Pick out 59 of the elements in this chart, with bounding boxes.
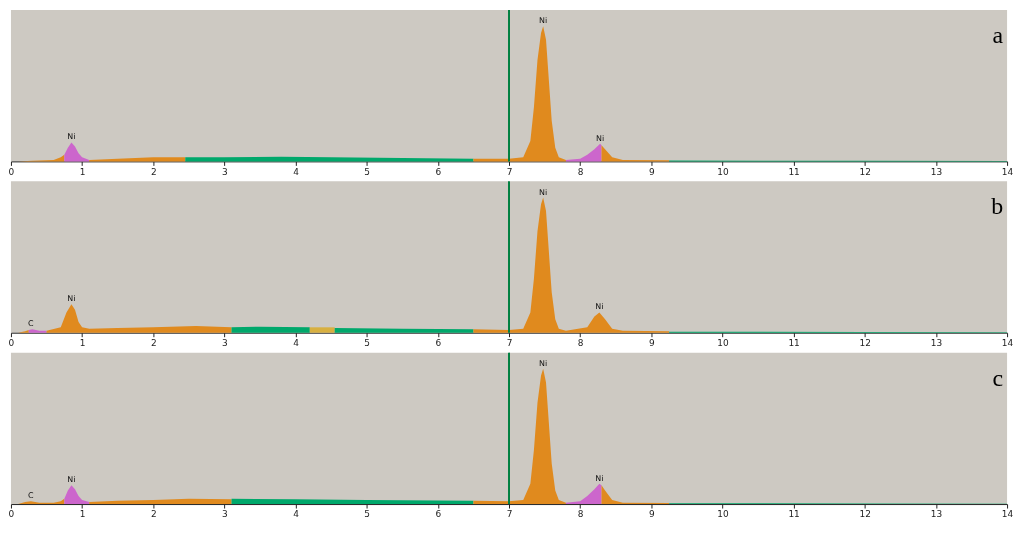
annotation: Ni <box>67 132 76 142</box>
x-tick-label: 2 <box>150 509 157 520</box>
x-tick-label: 10 <box>717 509 729 520</box>
x-tick-label: 0 <box>8 509 15 520</box>
annotation: C <box>28 491 35 501</box>
x-tick-label: 12 <box>859 509 871 520</box>
x-tick-label: 1 <box>79 166 86 177</box>
annotation: Ni <box>539 16 548 26</box>
x-tick-label: 13 <box>930 509 943 520</box>
x-tick-label: 10 <box>717 338 729 349</box>
x-tick-label: 5 <box>364 166 371 177</box>
x-tick-label: 12 <box>859 166 871 177</box>
annotation: a <box>992 21 1004 48</box>
annotation: Ni <box>595 473 604 483</box>
x-tick-label: 13 <box>930 338 943 349</box>
x-tick-label: 2 <box>150 338 157 349</box>
annotation: Ni <box>595 302 604 312</box>
x-tick-label: 5 <box>364 509 371 520</box>
x-tick-label: 4 <box>293 338 300 349</box>
x-tick-label: 0 <box>8 166 15 177</box>
x-tick-label: 6 <box>435 509 442 520</box>
annotation: b <box>991 193 1004 220</box>
x-tick-label: 2 <box>150 166 157 177</box>
x-tick-label: 6 <box>435 338 442 349</box>
annotation: c <box>992 364 1004 391</box>
x-tick-label: 8 <box>577 338 584 349</box>
x-tick-label: 9 <box>648 338 655 349</box>
x-tick-label: 11 <box>788 166 800 177</box>
x-tick-label: 3 <box>222 338 228 349</box>
x-tick-label: 3 <box>222 166 228 177</box>
x-tick-label: 10 <box>717 166 729 177</box>
annotation: Ni <box>539 187 548 197</box>
x-tick-label: 9 <box>648 509 655 520</box>
x-tick-label: 8 <box>577 509 584 520</box>
x-tick-label: 7 <box>506 338 513 349</box>
annotation: Ni <box>596 133 605 143</box>
x-tick-label: 6 <box>435 166 442 177</box>
x-tick-label: 9 <box>648 166 655 177</box>
x-tick-label: 13 <box>930 166 943 177</box>
x-tick-label: 12 <box>859 338 871 349</box>
x-tick-label: 1 <box>79 338 86 349</box>
x-tick-label: 11 <box>788 338 800 349</box>
x-tick-label: 3 <box>222 509 228 520</box>
x-tick-label: 4 <box>293 509 300 520</box>
x-tick-label: 5 <box>364 338 371 349</box>
annotation: Ni <box>67 475 76 485</box>
x-tick-label: 0 <box>8 338 15 349</box>
x-tick-label: 7 <box>506 509 513 520</box>
annotation: C <box>28 319 35 329</box>
x-tick-label: 7 <box>506 166 513 177</box>
x-tick-label: 4 <box>293 166 300 177</box>
x-tick-label: 1 <box>79 509 86 520</box>
x-tick-label: 14 <box>1001 509 1014 520</box>
x-tick-label: 11 <box>788 509 800 520</box>
x-tick-label: 14 <box>1001 166 1014 177</box>
annotation: Ni <box>67 294 76 304</box>
annotation: Ni <box>539 358 548 368</box>
x-tick-label: 14 <box>1001 338 1014 349</box>
x-tick-label: 8 <box>577 166 584 177</box>
